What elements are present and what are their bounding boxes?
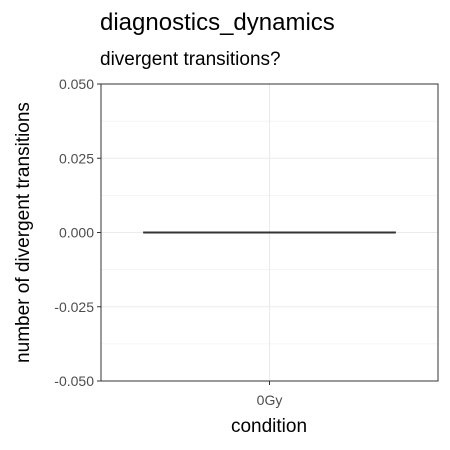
x-tick-label: 0Gy xyxy=(257,392,283,408)
y-tick-label: 0.000 xyxy=(59,225,94,241)
chart-title: diagnostics_dynamics xyxy=(100,9,335,36)
y-tick-label: -0.050 xyxy=(54,373,94,389)
y-axis: -0.050 -0.025 0.000 0.025 0.050 xyxy=(54,76,101,389)
x-axis-title: condition xyxy=(231,416,307,437)
y-axis-title: number of divergent transitions xyxy=(13,102,34,363)
x-axis: 0Gy xyxy=(257,381,283,408)
y-tick-label: -0.025 xyxy=(54,299,94,315)
chart-subtitle: divergent transitions? xyxy=(100,49,281,70)
y-tick-label: 0.025 xyxy=(59,150,94,166)
y-tick-label: 0.050 xyxy=(59,76,94,92)
